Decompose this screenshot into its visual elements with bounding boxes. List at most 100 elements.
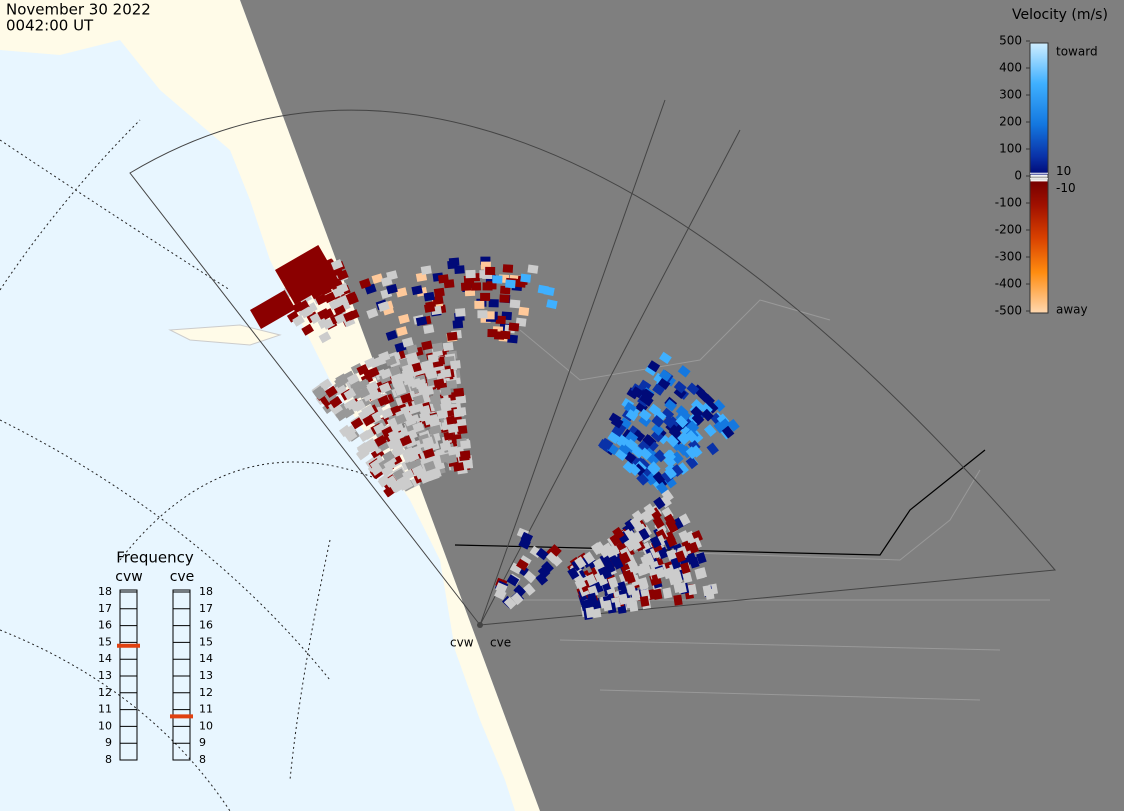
velocity-cell bbox=[623, 401, 637, 415]
velocity-cell bbox=[619, 551, 631, 565]
velocity-cell bbox=[505, 279, 516, 289]
velocity-cell bbox=[422, 448, 435, 459]
velocity-cell bbox=[653, 496, 666, 510]
velocity-cell bbox=[499, 294, 510, 303]
velocity-cell bbox=[630, 386, 644, 399]
colorbar-end-label: away bbox=[1056, 303, 1088, 317]
velocity-cell bbox=[336, 282, 349, 294]
velocity-cell bbox=[395, 287, 408, 298]
velocity-cell bbox=[640, 510, 653, 523]
velocity-cell bbox=[377, 301, 390, 312]
velocity-cell bbox=[546, 551, 559, 564]
velocity-cell bbox=[482, 282, 493, 291]
velocity-cell bbox=[433, 287, 445, 298]
velocity-cell bbox=[685, 456, 699, 470]
frequency-tick-label: 8 bbox=[199, 753, 206, 766]
velocity-cell bbox=[428, 416, 441, 427]
velocity-cell bbox=[627, 463, 641, 476]
velocity-cell bbox=[685, 429, 698, 443]
colorbar-inner-label: -10 bbox=[1056, 181, 1076, 195]
velocity-cell bbox=[465, 269, 476, 279]
velocity-cell bbox=[602, 599, 613, 612]
time: 0042:00 UT bbox=[6, 17, 94, 35]
velocity-cell bbox=[447, 445, 459, 456]
velocity-cell bbox=[432, 295, 444, 305]
velocity-cell bbox=[400, 392, 413, 404]
velocity-cell bbox=[345, 291, 358, 303]
velocity-cell bbox=[665, 534, 678, 548]
velocity-cell bbox=[637, 528, 650, 541]
velocity-cell bbox=[663, 449, 676, 463]
velocity-cell bbox=[350, 399, 364, 412]
velocity-cell bbox=[315, 293, 328, 306]
velocity-cell bbox=[330, 259, 344, 271]
velocity-cell bbox=[537, 565, 551, 579]
radar-site bbox=[477, 622, 483, 628]
velocity-cell bbox=[659, 495, 672, 508]
colorbar-tick-label: -200 bbox=[995, 223, 1022, 237]
velocity-cell bbox=[546, 299, 558, 310]
velocity-cells bbox=[250, 245, 740, 620]
velocity-cell bbox=[670, 464, 684, 477]
velocity-cell bbox=[670, 451, 684, 465]
velocity-cell bbox=[574, 556, 587, 569]
velocity-cell bbox=[636, 472, 649, 486]
velocity-cell bbox=[250, 290, 296, 330]
velocity-cell bbox=[445, 454, 458, 464]
velocity-cell bbox=[412, 394, 425, 406]
velocity-cell bbox=[687, 583, 698, 596]
velocity-cell bbox=[379, 368, 393, 380]
velocity-cell bbox=[516, 558, 529, 571]
velocity-cell bbox=[654, 566, 666, 579]
velocity-cell bbox=[678, 513, 691, 527]
frequency-tick-label: 12 bbox=[98, 686, 112, 699]
velocity-cell bbox=[499, 330, 511, 340]
velocity-cell bbox=[625, 409, 639, 422]
velocity-cell bbox=[543, 286, 555, 297]
land bbox=[0, 0, 540, 811]
velocity-cell bbox=[664, 466, 677, 480]
velocity-cell bbox=[423, 324, 435, 335]
velocity-cell bbox=[474, 300, 485, 309]
velocity-cell bbox=[492, 275, 503, 284]
velocity-cell bbox=[356, 448, 369, 461]
velocity-cell bbox=[452, 319, 464, 329]
velocity-cell bbox=[366, 307, 379, 319]
frequency-tick-label: 11 bbox=[199, 703, 213, 716]
velocity-cell bbox=[674, 550, 686, 563]
colorbar-tick-label: 100 bbox=[999, 142, 1022, 156]
velocity-cell bbox=[651, 423, 664, 436]
velocity-cell bbox=[624, 571, 636, 584]
velocity-cell bbox=[513, 584, 527, 598]
velocity-cell bbox=[374, 434, 387, 447]
velocity-cell bbox=[382, 450, 395, 463]
velocity-cell bbox=[391, 446, 404, 458]
velocity-cell bbox=[705, 588, 715, 600]
velocity-cell bbox=[653, 449, 667, 463]
colorbar-end-label: toward bbox=[1056, 45, 1098, 59]
velocity-cell bbox=[377, 475, 391, 488]
velocity-cell bbox=[587, 592, 598, 605]
velocity-cell bbox=[518, 306, 530, 316]
velocity-cell bbox=[548, 544, 562, 557]
velocity-cell bbox=[345, 398, 359, 411]
velocity-cell bbox=[653, 409, 667, 423]
velocity-cell bbox=[502, 264, 514, 273]
velocity-cell bbox=[342, 406, 355, 419]
velocity-cell bbox=[638, 408, 652, 422]
velocity-cell bbox=[343, 388, 357, 401]
velocity-cell bbox=[453, 408, 465, 418]
velocity-cell bbox=[664, 399, 678, 412]
velocity-cell bbox=[373, 422, 386, 435]
velocity-cell bbox=[652, 516, 665, 529]
velocity-cell bbox=[386, 283, 398, 295]
date: November 30 2022 bbox=[6, 1, 151, 19]
frequency-tick-label: 16 bbox=[199, 619, 213, 632]
velocity-cell bbox=[630, 590, 641, 602]
velocity-cell bbox=[477, 310, 488, 319]
velocity-cell bbox=[607, 431, 621, 444]
velocity-cell bbox=[509, 299, 521, 309]
velocity-cell bbox=[440, 402, 452, 412]
velocity-cell bbox=[721, 425, 735, 439]
velocity-cell bbox=[391, 480, 405, 494]
